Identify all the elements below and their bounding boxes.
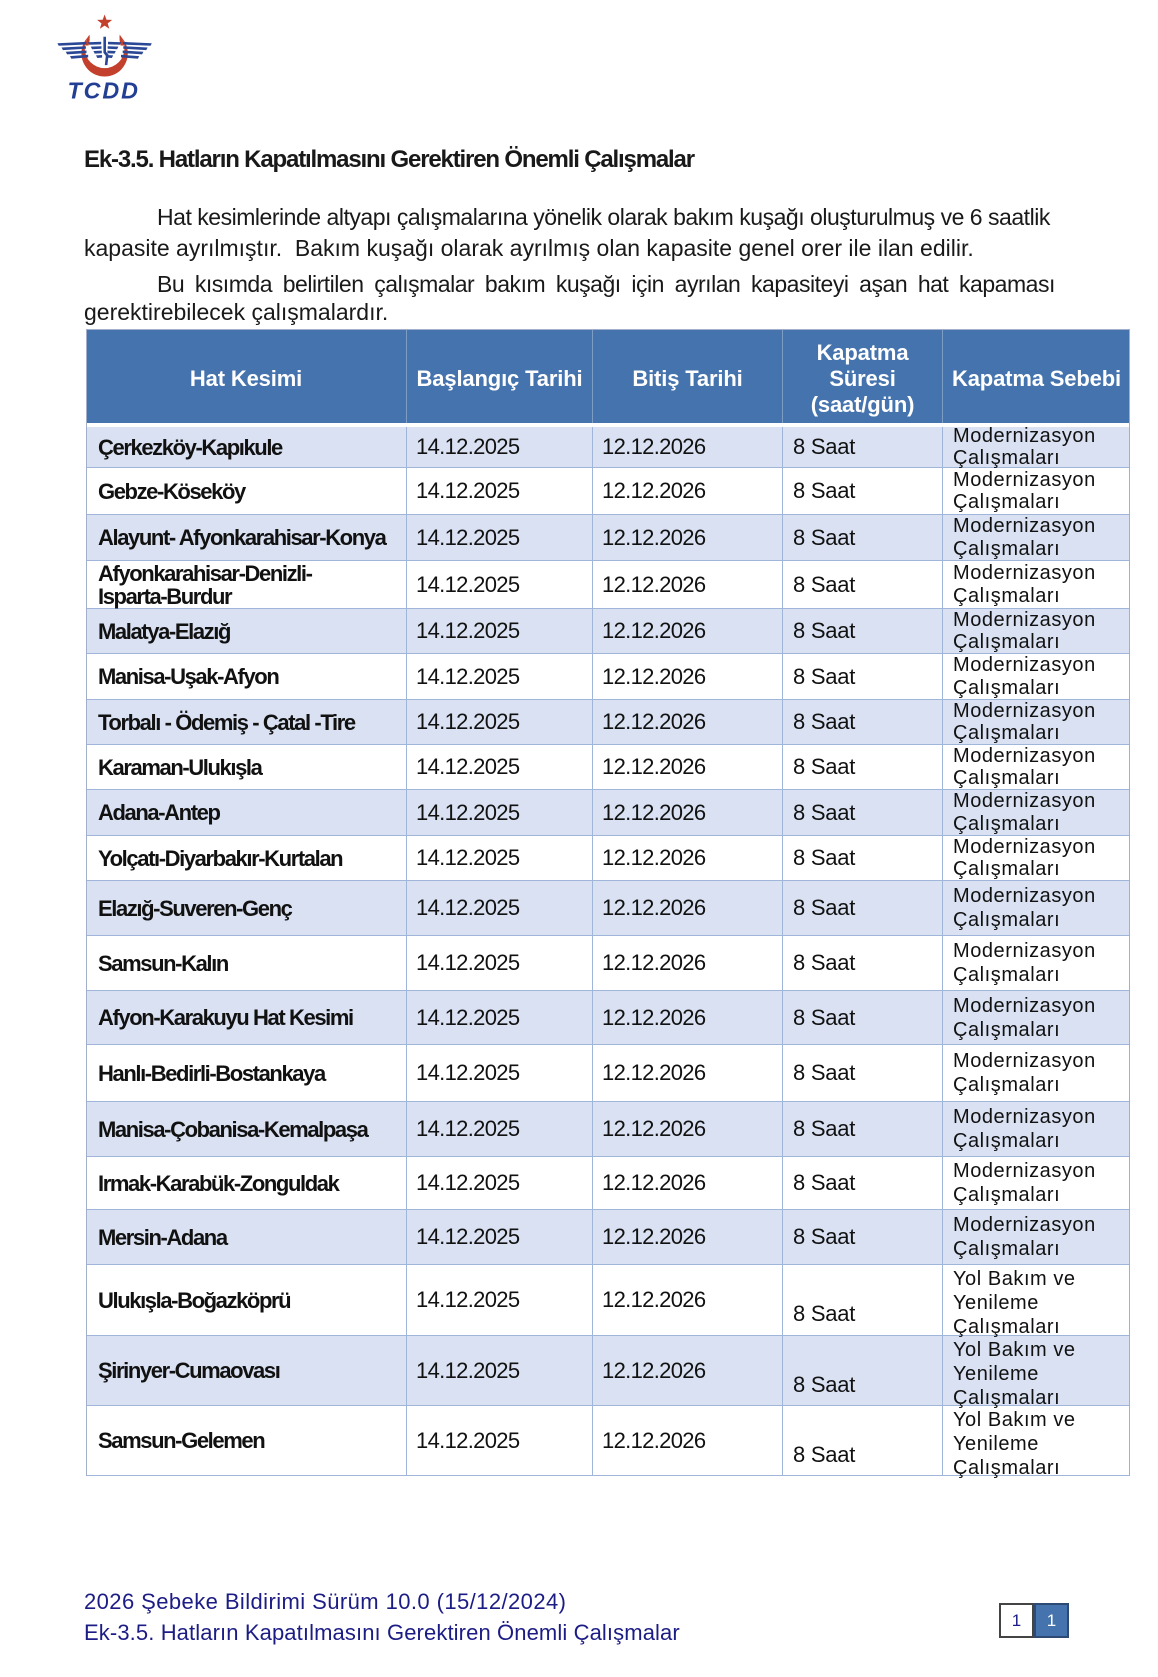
svg-text:TCDD: TCDD <box>68 78 140 104</box>
